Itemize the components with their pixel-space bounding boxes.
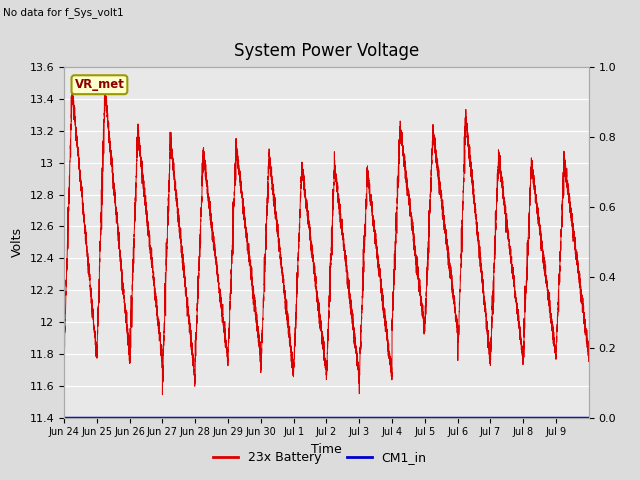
CM1_in bbox=[394, 415, 401, 420]
CM1_in bbox=[477, 415, 485, 420]
23x Battery bbox=[86, 290, 94, 296]
23x Battery bbox=[477, 270, 485, 276]
23x Battery bbox=[60, 355, 68, 360]
Y-axis label: Volts: Volts bbox=[11, 228, 24, 257]
23x Battery bbox=[449, 297, 457, 302]
23x Battery bbox=[68, 83, 76, 88]
CM1_in bbox=[585, 415, 593, 420]
Text: VR_met: VR_met bbox=[74, 78, 124, 91]
CM1_in bbox=[250, 415, 258, 420]
23x Battery bbox=[159, 392, 166, 397]
CM1_in bbox=[60, 415, 68, 420]
Legend: 23x Battery, CM1_in: 23x Battery, CM1_in bbox=[208, 446, 432, 469]
23x Battery bbox=[250, 300, 258, 306]
Title: System Power Voltage: System Power Voltage bbox=[234, 42, 419, 60]
23x Battery bbox=[371, 231, 378, 237]
CM1_in bbox=[86, 415, 94, 420]
23x Battery bbox=[394, 192, 401, 198]
Line: 23x Battery: 23x Battery bbox=[64, 85, 589, 395]
CM1_in bbox=[449, 415, 457, 420]
X-axis label: Time: Time bbox=[311, 443, 342, 456]
CM1_in bbox=[371, 415, 378, 420]
Text: No data for f_Sys_volt1: No data for f_Sys_volt1 bbox=[3, 7, 124, 18]
23x Battery bbox=[585, 359, 593, 364]
